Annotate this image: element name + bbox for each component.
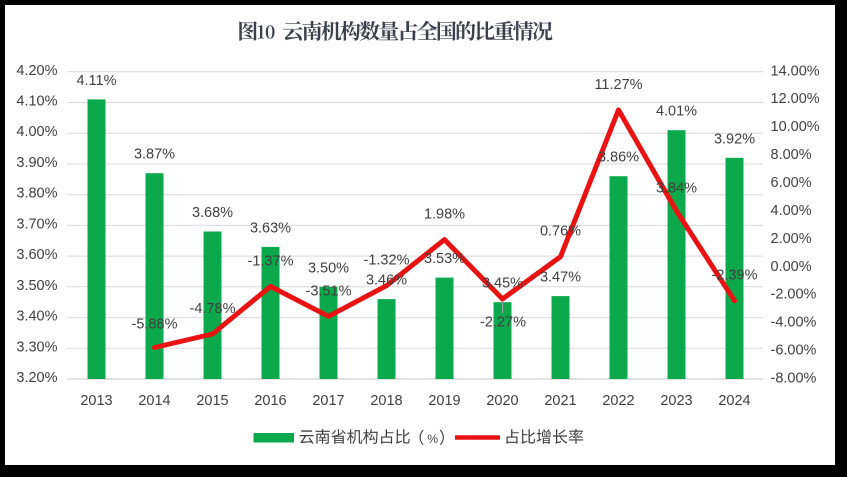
- svg-text:4.11%: 4.11%: [76, 73, 116, 89]
- svg-text:3.50%: 3.50%: [308, 260, 349, 276]
- svg-text:2021: 2021: [544, 393, 576, 409]
- svg-text:2024: 2024: [718, 393, 750, 409]
- svg-text:2023: 2023: [660, 393, 692, 409]
- svg-text:11.27%: 11.27%: [594, 77, 642, 93]
- svg-text:0.76%: 0.76%: [540, 224, 581, 240]
- svg-text:2020: 2020: [486, 393, 518, 409]
- svg-text:2013: 2013: [80, 393, 112, 409]
- svg-text:14.00%: 14.00%: [771, 63, 820, 79]
- svg-text:2.00%: 2.00%: [771, 231, 812, 247]
- svg-text:4.00%: 4.00%: [771, 203, 812, 219]
- svg-text:3.30%: 3.30%: [16, 339, 57, 355]
- svg-text:3.84%: 3.84%: [656, 181, 697, 197]
- svg-text:-5.88%: -5.88%: [132, 316, 178, 332]
- svg-text:-4.00%: -4.00%: [771, 315, 817, 331]
- svg-text:3.40%: 3.40%: [16, 309, 57, 325]
- svg-text:4.20%: 4.20%: [16, 63, 57, 79]
- svg-text:3.86%: 3.86%: [598, 150, 639, 166]
- svg-text:3.20%: 3.20%: [16, 370, 57, 386]
- svg-text:0.00%: 0.00%: [771, 259, 812, 275]
- svg-text:2014: 2014: [138, 393, 170, 409]
- svg-text:3.90%: 3.90%: [16, 155, 57, 171]
- svg-text:3.92%: 3.92%: [714, 131, 755, 147]
- svg-text:12.00%: 12.00%: [771, 91, 820, 107]
- svg-text:4.01%: 4.01%: [656, 104, 697, 120]
- svg-text:4.00%: 4.00%: [16, 124, 57, 140]
- svg-text:3.80%: 3.80%: [16, 186, 57, 202]
- svg-text:3.45%: 3.45%: [482, 276, 523, 292]
- svg-text:-1.37%: -1.37%: [248, 253, 294, 269]
- svg-text:2019: 2019: [428, 393, 460, 409]
- svg-text:%: %: [427, 432, 438, 446]
- svg-text:3.60%: 3.60%: [16, 247, 57, 263]
- svg-text:-2.27%: -2.27%: [480, 315, 526, 331]
- svg-text:-6.00%: -6.00%: [771, 343, 817, 359]
- svg-text:1.98%: 1.98%: [424, 207, 465, 223]
- svg-text:8.00%: 8.00%: [771, 147, 812, 163]
- svg-text:2016: 2016: [254, 393, 286, 409]
- svg-text:3.53%: 3.53%: [424, 251, 465, 267]
- svg-text:2017: 2017: [312, 393, 344, 409]
- svg-text:-4.78%: -4.78%: [190, 301, 236, 317]
- svg-text:4.10%: 4.10%: [16, 94, 57, 110]
- svg-text:3.63%: 3.63%: [250, 220, 291, 236]
- svg-text:6.00%: 6.00%: [771, 175, 812, 191]
- svg-text:2018: 2018: [370, 393, 402, 409]
- svg-text:-2.00%: -2.00%: [771, 287, 817, 303]
- svg-text:-2.39%: -2.39%: [712, 268, 758, 284]
- svg-text:3.50%: 3.50%: [16, 278, 57, 294]
- svg-text:-8.00%: -8.00%: [771, 371, 817, 387]
- svg-text:3.46%: 3.46%: [366, 273, 407, 289]
- svg-text:-1.32%: -1.32%: [364, 253, 410, 269]
- svg-text:3.70%: 3.70%: [16, 216, 57, 232]
- svg-text:3.68%: 3.68%: [192, 205, 233, 221]
- svg-text:3.47%: 3.47%: [540, 270, 581, 286]
- svg-text:2022: 2022: [602, 393, 634, 409]
- svg-text:10.00%: 10.00%: [771, 119, 820, 135]
- svg-text:-3.51%: -3.51%: [306, 283, 352, 299]
- svg-text:3.87%: 3.87%: [134, 147, 175, 163]
- svg-text:2015: 2015: [196, 393, 228, 409]
